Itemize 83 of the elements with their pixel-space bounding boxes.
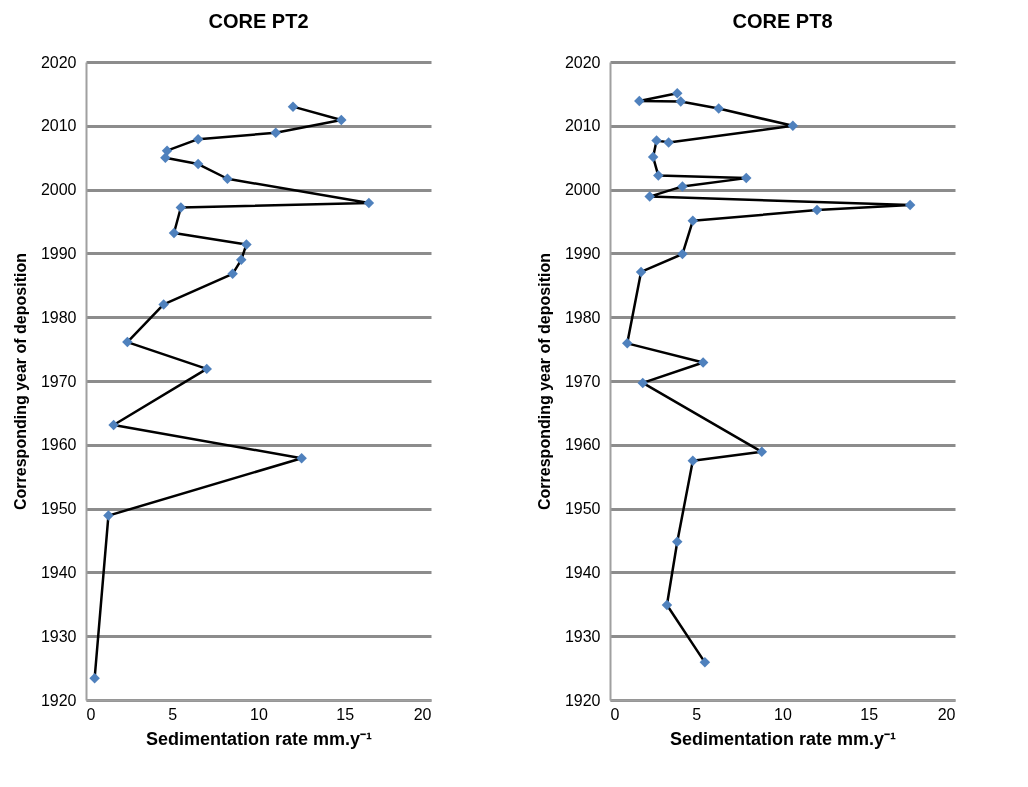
- point: [175, 202, 187, 213]
- point: [108, 419, 119, 431]
- point: [672, 88, 683, 99]
- y-tick-label: 2020: [564, 53, 601, 71]
- point: [687, 215, 699, 227]
- point: [192, 158, 204, 170]
- point: [201, 363, 212, 375]
- point: [637, 377, 649, 389]
- y-tick-label: 1950: [564, 500, 601, 518]
- point: [122, 336, 133, 348]
- x-tick-label: 10: [774, 705, 792, 723]
- y-axis-title: Corresponding year of deposition: [535, 253, 553, 510]
- y-tick-label: 1960: [564, 436, 601, 454]
- x-axis-title: Sedimentation rate mm.y⁻¹: [669, 728, 897, 749]
- point: [644, 191, 655, 202]
- x-tick-label: 10: [250, 705, 268, 723]
- y-tick-label: 2000: [40, 181, 77, 199]
- y-tick-label: 1980: [564, 308, 601, 326]
- y-axis-title: Corresponding year of deposition: [11, 253, 29, 510]
- point: [741, 172, 752, 184]
- point: [663, 137, 674, 148]
- x-tick-label: 15: [336, 705, 355, 723]
- point: [653, 170, 664, 181]
- point: [713, 103, 724, 114]
- x-axis-title: Sedimentation rate mm.y⁻¹: [145, 728, 373, 749]
- point: [158, 299, 169, 310]
- y-tick-label: 1970: [564, 372, 601, 390]
- point: [672, 536, 683, 548]
- point: [363, 197, 375, 209]
- y-tick-label: 1990: [40, 244, 77, 262]
- y-tick-label: 1930: [564, 627, 601, 645]
- chart-title: CORE PT8: [732, 10, 833, 32]
- point: [811, 204, 823, 216]
- point: [756, 446, 768, 458]
- point: [675, 96, 686, 107]
- point: [677, 248, 688, 260]
- y-tick-label: 1920: [564, 691, 601, 709]
- x-tick-label: 20: [413, 705, 432, 723]
- chart-title: CORE PT2: [208, 10, 309, 32]
- point: [227, 268, 238, 280]
- y-tick-label: 1920: [40, 691, 77, 709]
- point: [236, 254, 247, 266]
- point: [222, 173, 233, 184]
- x-tick-label: 5: [692, 705, 702, 723]
- point: [697, 357, 709, 368]
- y-tick-label: 1950: [40, 500, 77, 518]
- y-tick-label: 1940: [564, 563, 601, 581]
- point: [192, 133, 204, 145]
- point: [787, 120, 799, 132]
- point: [103, 510, 114, 521]
- x-tick-label: 20: [937, 705, 956, 723]
- y-tick-label: 1940: [40, 563, 77, 581]
- point: [904, 199, 916, 211]
- y-tick-label: 1980: [40, 308, 77, 326]
- point: [647, 151, 659, 163]
- y-tick-label: 1960: [40, 436, 77, 454]
- y-tick-label: 2020: [40, 53, 77, 71]
- y-tick-label: 1930: [40, 627, 77, 645]
- y-tick-label: 2010: [40, 117, 77, 135]
- point: [687, 455, 699, 466]
- point: [699, 657, 711, 668]
- point: [622, 338, 633, 349]
- x-tick-label: 0: [610, 705, 620, 723]
- x-tick-label: 5: [168, 705, 178, 723]
- point: [677, 181, 688, 192]
- point: [296, 452, 307, 464]
- y-tick-label: 2000: [564, 181, 601, 199]
- x-tick-label: 15: [860, 705, 879, 723]
- point: [651, 135, 662, 146]
- point: [241, 239, 252, 250]
- point: [336, 114, 347, 126]
- y-tick-label: 1990: [564, 244, 601, 262]
- y-tick-label: 2010: [564, 117, 601, 135]
- x-tick-label: 0: [86, 705, 96, 723]
- point: [168, 227, 180, 239]
- point: [160, 152, 171, 163]
- point: [89, 673, 100, 684]
- point: [661, 599, 673, 611]
- point: [270, 127, 281, 139]
- point: [635, 266, 647, 278]
- y-tick-label: 1970: [40, 372, 77, 390]
- point: [634, 95, 645, 107]
- point: [287, 101, 299, 112]
